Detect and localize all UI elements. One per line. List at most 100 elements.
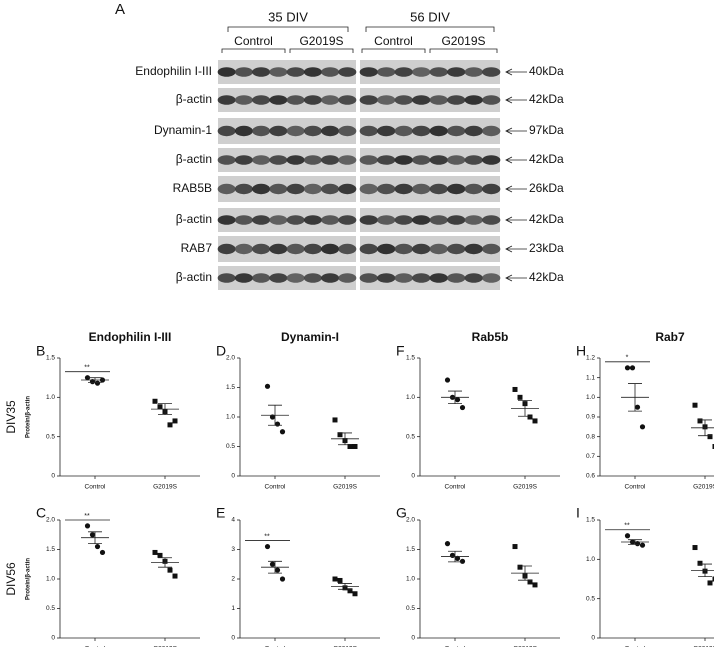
x-tick-label: Control	[265, 646, 287, 647]
blot-band	[482, 215, 501, 225]
blot-band	[482, 243, 501, 255]
x-tick-label: Control	[625, 646, 647, 647]
blot-band	[338, 95, 357, 105]
blot-band	[286, 183, 305, 195]
y-tick-label: 0.5	[586, 595, 595, 602]
error-bar	[628, 383, 642, 412]
data-point	[459, 404, 466, 411]
blot-band	[412, 243, 431, 255]
blot-band	[217, 125, 236, 137]
data-point	[697, 418, 703, 424]
data-point	[157, 404, 163, 410]
y-tick-label: 2.0	[46, 517, 55, 524]
y-tick-label: 2.0	[226, 355, 235, 362]
size-label: 42kDa	[529, 152, 564, 166]
arrow	[505, 127, 527, 135]
size-label: 42kDa	[529, 212, 564, 226]
blot-band	[359, 243, 378, 255]
significance-label: **	[264, 533, 270, 540]
blot-band	[447, 125, 466, 137]
blot-band	[252, 155, 271, 165]
panel-letter: F	[396, 343, 405, 359]
blot-band	[234, 67, 253, 77]
blot-band	[217, 95, 236, 105]
blot-band	[394, 215, 413, 225]
panel-letter: G	[396, 505, 407, 521]
data-point	[279, 576, 286, 582]
x-tick-label: Control	[85, 484, 107, 491]
blot-band	[286, 95, 305, 105]
blot-band	[447, 243, 466, 255]
blot-band	[252, 215, 271, 225]
x-tick-label: G2019S	[333, 646, 358, 647]
error-bar	[158, 557, 172, 568]
blot-band	[234, 215, 253, 225]
blot-band	[338, 183, 357, 195]
blot-band	[286, 125, 305, 137]
y-tick-label: 0.6	[586, 473, 595, 480]
blot-band	[303, 155, 322, 165]
arrow	[505, 274, 527, 282]
x-tick-label: G2019S	[693, 484, 714, 491]
blot-band	[286, 155, 305, 165]
blot-band	[338, 215, 357, 225]
y-tick-label: 1.5	[46, 546, 55, 553]
x-tick-label: Control	[265, 484, 287, 491]
timepoint-label: 56 DIV	[410, 9, 450, 24]
blot-band	[252, 67, 271, 77]
y-tick-label: 0.5	[406, 433, 415, 440]
y-tick-label: 1.5	[46, 355, 55, 362]
arrow	[505, 245, 527, 253]
blot-band	[269, 95, 288, 105]
data-point	[264, 543, 271, 550]
blot-band	[303, 243, 322, 255]
blot-band	[429, 67, 448, 77]
blot-band	[447, 273, 466, 283]
data-point	[172, 418, 178, 424]
blot-band	[286, 67, 305, 77]
blot-band	[303, 273, 322, 283]
y-tick-label: 4	[231, 517, 235, 524]
blot-band	[447, 67, 466, 77]
data-point	[692, 402, 698, 408]
data-point	[444, 541, 451, 547]
size-label: 42kDa	[529, 270, 564, 284]
y-tick-label: 0.5	[406, 605, 415, 612]
blot-band	[429, 183, 448, 195]
row-label: β-actin	[176, 212, 212, 226]
blot-band	[234, 243, 253, 255]
blot-band	[338, 125, 357, 137]
data-point	[274, 421, 281, 427]
data-point	[152, 398, 158, 404]
blot-band	[303, 215, 322, 225]
blot-band	[303, 183, 322, 195]
blot-band	[338, 155, 357, 165]
blot-band	[482, 67, 501, 77]
y-tick-label: 0	[591, 635, 595, 642]
blot-band	[303, 125, 322, 137]
size-label: 26kDa	[529, 181, 564, 195]
blot-band	[482, 155, 501, 165]
blot-band	[269, 243, 288, 255]
blot-band	[377, 67, 396, 77]
y-tick-label: 1	[231, 605, 235, 612]
blot-band	[447, 215, 466, 225]
blot-band	[482, 273, 501, 283]
arrow	[505, 185, 527, 193]
blot-band	[412, 67, 431, 77]
blot-band	[377, 243, 396, 255]
data-point	[707, 434, 713, 440]
blot-band	[394, 183, 413, 195]
row-label: Dynamin-1	[154, 123, 212, 137]
blot-band	[394, 125, 413, 137]
y-tick-label: 2	[231, 576, 235, 583]
arrow	[505, 156, 527, 164]
data-point	[274, 567, 281, 573]
data-point	[454, 397, 461, 403]
blot-band	[464, 95, 483, 105]
blot-band	[412, 215, 431, 225]
blot-band	[464, 155, 483, 165]
blot-band	[252, 243, 271, 255]
